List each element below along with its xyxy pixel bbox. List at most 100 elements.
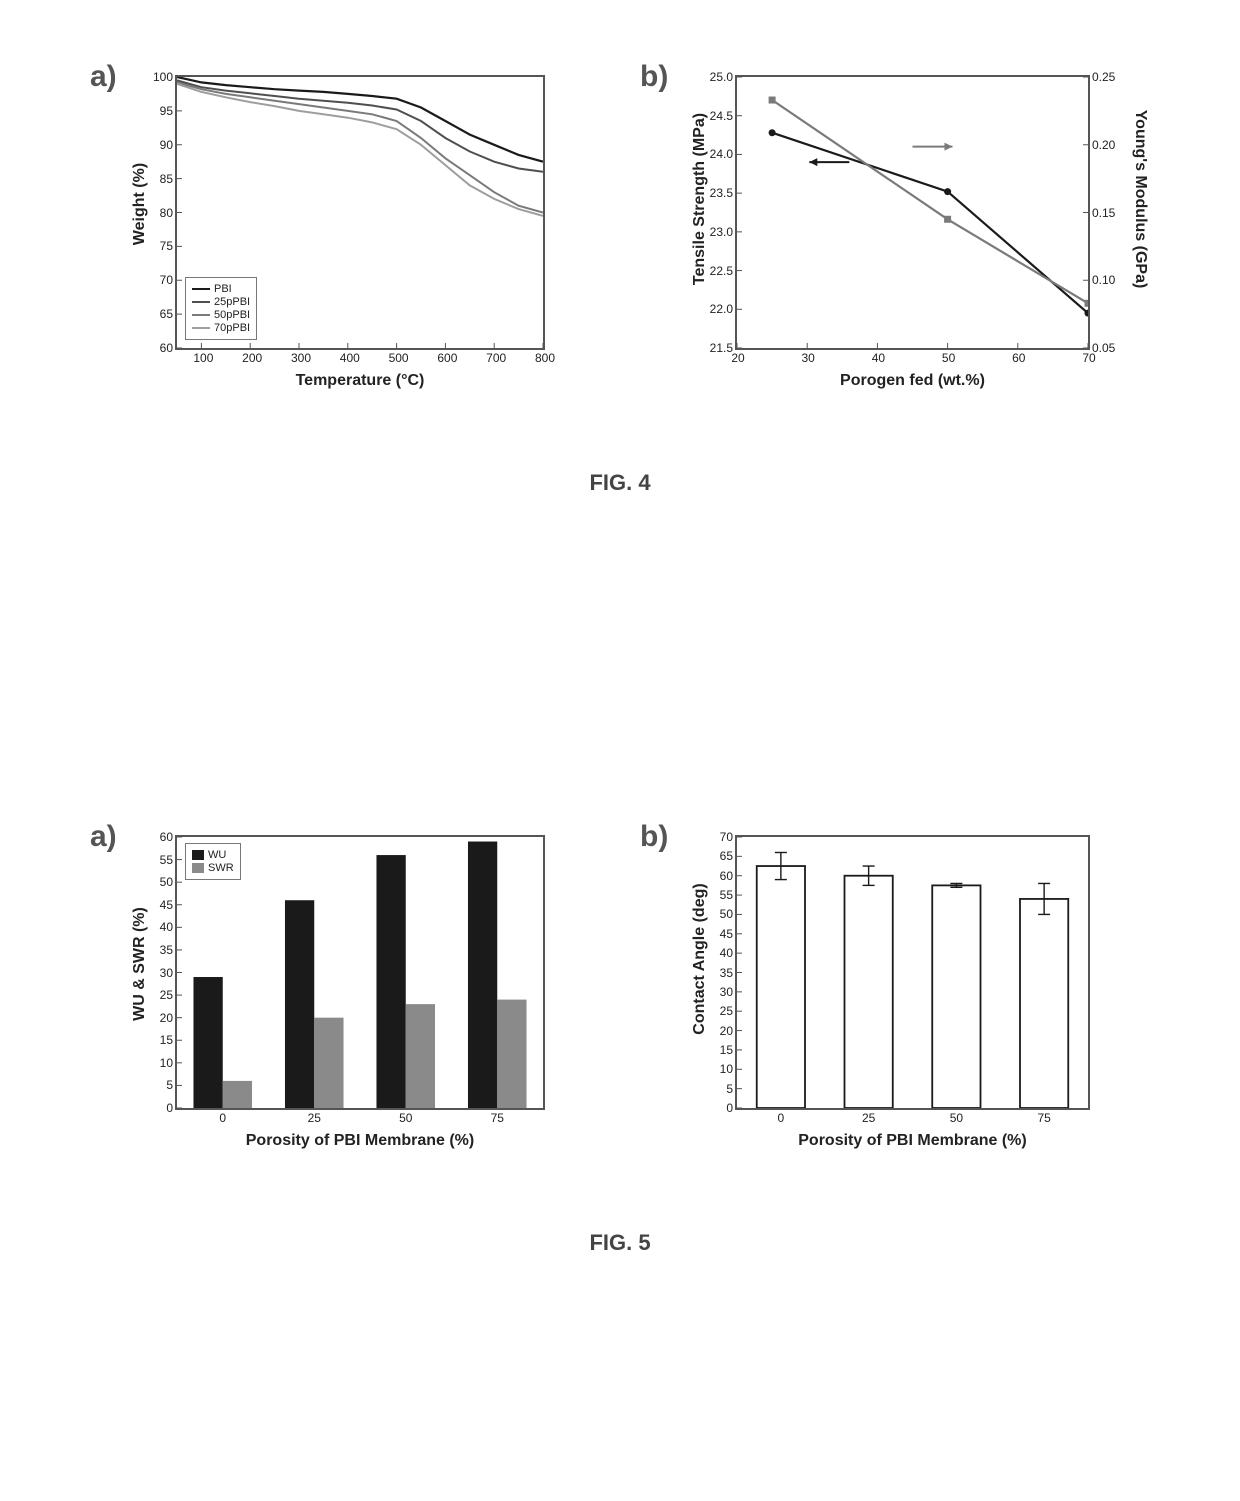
- legend-swatch: [192, 863, 204, 873]
- x-tick: 75: [1030, 1111, 1058, 1125]
- x-tick: 25: [855, 1111, 883, 1125]
- fig4a-legend: PBI25pPBI50pPBI70pPBI: [185, 277, 257, 340]
- x-tick: 500: [385, 351, 413, 365]
- x-tick: 0: [767, 1111, 795, 1125]
- y-tick-right: 0.05: [1092, 341, 1126, 355]
- fig5a-xlabel: Porosity of PBI Membrane (%): [175, 1132, 545, 1150]
- x-tick: 0: [209, 1111, 237, 1125]
- y-tick: 5: [711, 1082, 733, 1096]
- fig4b-chart: 20304050607021.522.022.523.023.524.024.5…: [735, 75, 1090, 350]
- fig4b-ylabel-right: Young's Modulus (GPa): [1131, 89, 1149, 309]
- y-tick-right: 0.20: [1092, 138, 1126, 152]
- legend-item: 50pPBI: [192, 309, 250, 321]
- x-tick: 75: [483, 1111, 511, 1125]
- fig5b-xlabel: Porosity of PBI Membrane (%): [735, 1132, 1090, 1150]
- fig4b-label: b): [640, 60, 668, 94]
- x-tick: 50: [942, 1111, 970, 1125]
- y-tick: 90: [147, 138, 173, 152]
- y-tick: 10: [151, 1056, 173, 1070]
- y-tick: 30: [711, 985, 733, 999]
- y-tick: 55: [151, 853, 173, 867]
- legend-swatch: [192, 327, 210, 329]
- y-tick: 70: [147, 273, 173, 287]
- y-tick: 20: [151, 1011, 173, 1025]
- legend-label: 50pPBI: [214, 309, 250, 321]
- y-tick: 0: [711, 1101, 733, 1115]
- fig4a-ylabel: Weight (%): [131, 124, 149, 284]
- fig5a-legend: WUSWR: [185, 843, 241, 880]
- legend-item: 25pPBI: [192, 296, 250, 308]
- y-tick-right: 0.15: [1092, 206, 1126, 220]
- y-tick: 100: [147, 70, 173, 84]
- y-tick: 60: [151, 830, 173, 844]
- x-tick: 30: [797, 351, 819, 365]
- fig4a-xlabel: Temperature (°C): [175, 372, 545, 390]
- legend-label: 70pPBI: [214, 322, 250, 334]
- x-tick: 700: [482, 351, 510, 365]
- x-tick: 600: [433, 351, 461, 365]
- x-tick: 400: [336, 351, 364, 365]
- x-tick: 50: [392, 1111, 420, 1125]
- y-tick: 15: [151, 1033, 173, 1047]
- fig4a-label: a): [90, 60, 117, 94]
- y-tick: 5: [151, 1078, 173, 1092]
- x-tick: 800: [531, 351, 559, 365]
- y-tick: 25: [151, 988, 173, 1002]
- legend-swatch: [192, 288, 210, 290]
- fig5b-ylabel: Contact Angle (deg): [691, 849, 709, 1069]
- fig4a-chart: 1002003004005006007008006065707580859095…: [175, 75, 545, 350]
- legend-item: PBI: [192, 283, 250, 295]
- fig5-caption: FIG. 5: [0, 1230, 1240, 1256]
- x-tick: 40: [867, 351, 889, 365]
- y-tick: 40: [711, 946, 733, 960]
- fig5b-label: b): [640, 820, 668, 854]
- figure-4: a) 1002003004005006007008006065707580859…: [0, 0, 1240, 560]
- x-tick: 300: [287, 351, 315, 365]
- x-tick: 200: [238, 351, 266, 365]
- legend-label: WU: [208, 849, 226, 861]
- fig5a-ylabel: WU & SWR (%): [131, 879, 149, 1049]
- fig5b-chart: 05101520253035404550556065700255075: [735, 835, 1090, 1110]
- y-tick: 50: [151, 875, 173, 889]
- fig5a-chart: 0510152025303540455055600255075WUSWR: [175, 835, 545, 1110]
- y-tick: 45: [151, 898, 173, 912]
- fig5a-label: a): [90, 820, 117, 854]
- legend-label: SWR: [208, 862, 234, 874]
- y-tick: 60: [711, 869, 733, 883]
- y-tick: 35: [711, 966, 733, 980]
- y-tick: 95: [147, 104, 173, 118]
- y-tick: 80: [147, 206, 173, 220]
- y-tick: 75: [147, 239, 173, 253]
- figure-5: a) 0510152025303540455055600255075WUSWR …: [0, 760, 1240, 1440]
- legend-item: 70pPBI: [192, 322, 250, 334]
- y-tick: 45: [711, 927, 733, 941]
- y-tick: 55: [711, 888, 733, 902]
- y-tick: 30: [151, 966, 173, 980]
- y-tick-right: 0.10: [1092, 273, 1126, 287]
- y-tick-left: 25.0: [703, 70, 733, 84]
- legend-swatch: [192, 850, 204, 860]
- page: a) 1002003004005006007008006065707580859…: [0, 0, 1240, 1240]
- legend-label: 25pPBI: [214, 296, 250, 308]
- y-tick: 85: [147, 172, 173, 186]
- y-tick: 10: [711, 1062, 733, 1076]
- y-tick: 0: [151, 1101, 173, 1115]
- legend-item: WU: [192, 849, 234, 861]
- y-tick: 50: [711, 907, 733, 921]
- y-tick: 65: [711, 849, 733, 863]
- fig4b-xlabel: Porogen fed (wt.%): [735, 372, 1090, 390]
- y-tick-right: 0.25: [1092, 70, 1126, 84]
- y-tick: 15: [711, 1043, 733, 1057]
- y-tick: 40: [151, 920, 173, 934]
- legend-swatch: [192, 301, 210, 303]
- fig4b-ylabel-left: Tensile Strength (MPa): [691, 89, 709, 309]
- legend-item: SWR: [192, 862, 234, 874]
- legend-swatch: [192, 314, 210, 316]
- y-tick: 65: [147, 307, 173, 321]
- legend-label: PBI: [214, 283, 232, 295]
- x-tick: 25: [300, 1111, 328, 1125]
- y-tick-left: 21.5: [703, 341, 733, 355]
- fig4-caption: FIG. 4: [0, 470, 1240, 496]
- x-tick: 100: [189, 351, 217, 365]
- y-tick: 60: [147, 341, 173, 355]
